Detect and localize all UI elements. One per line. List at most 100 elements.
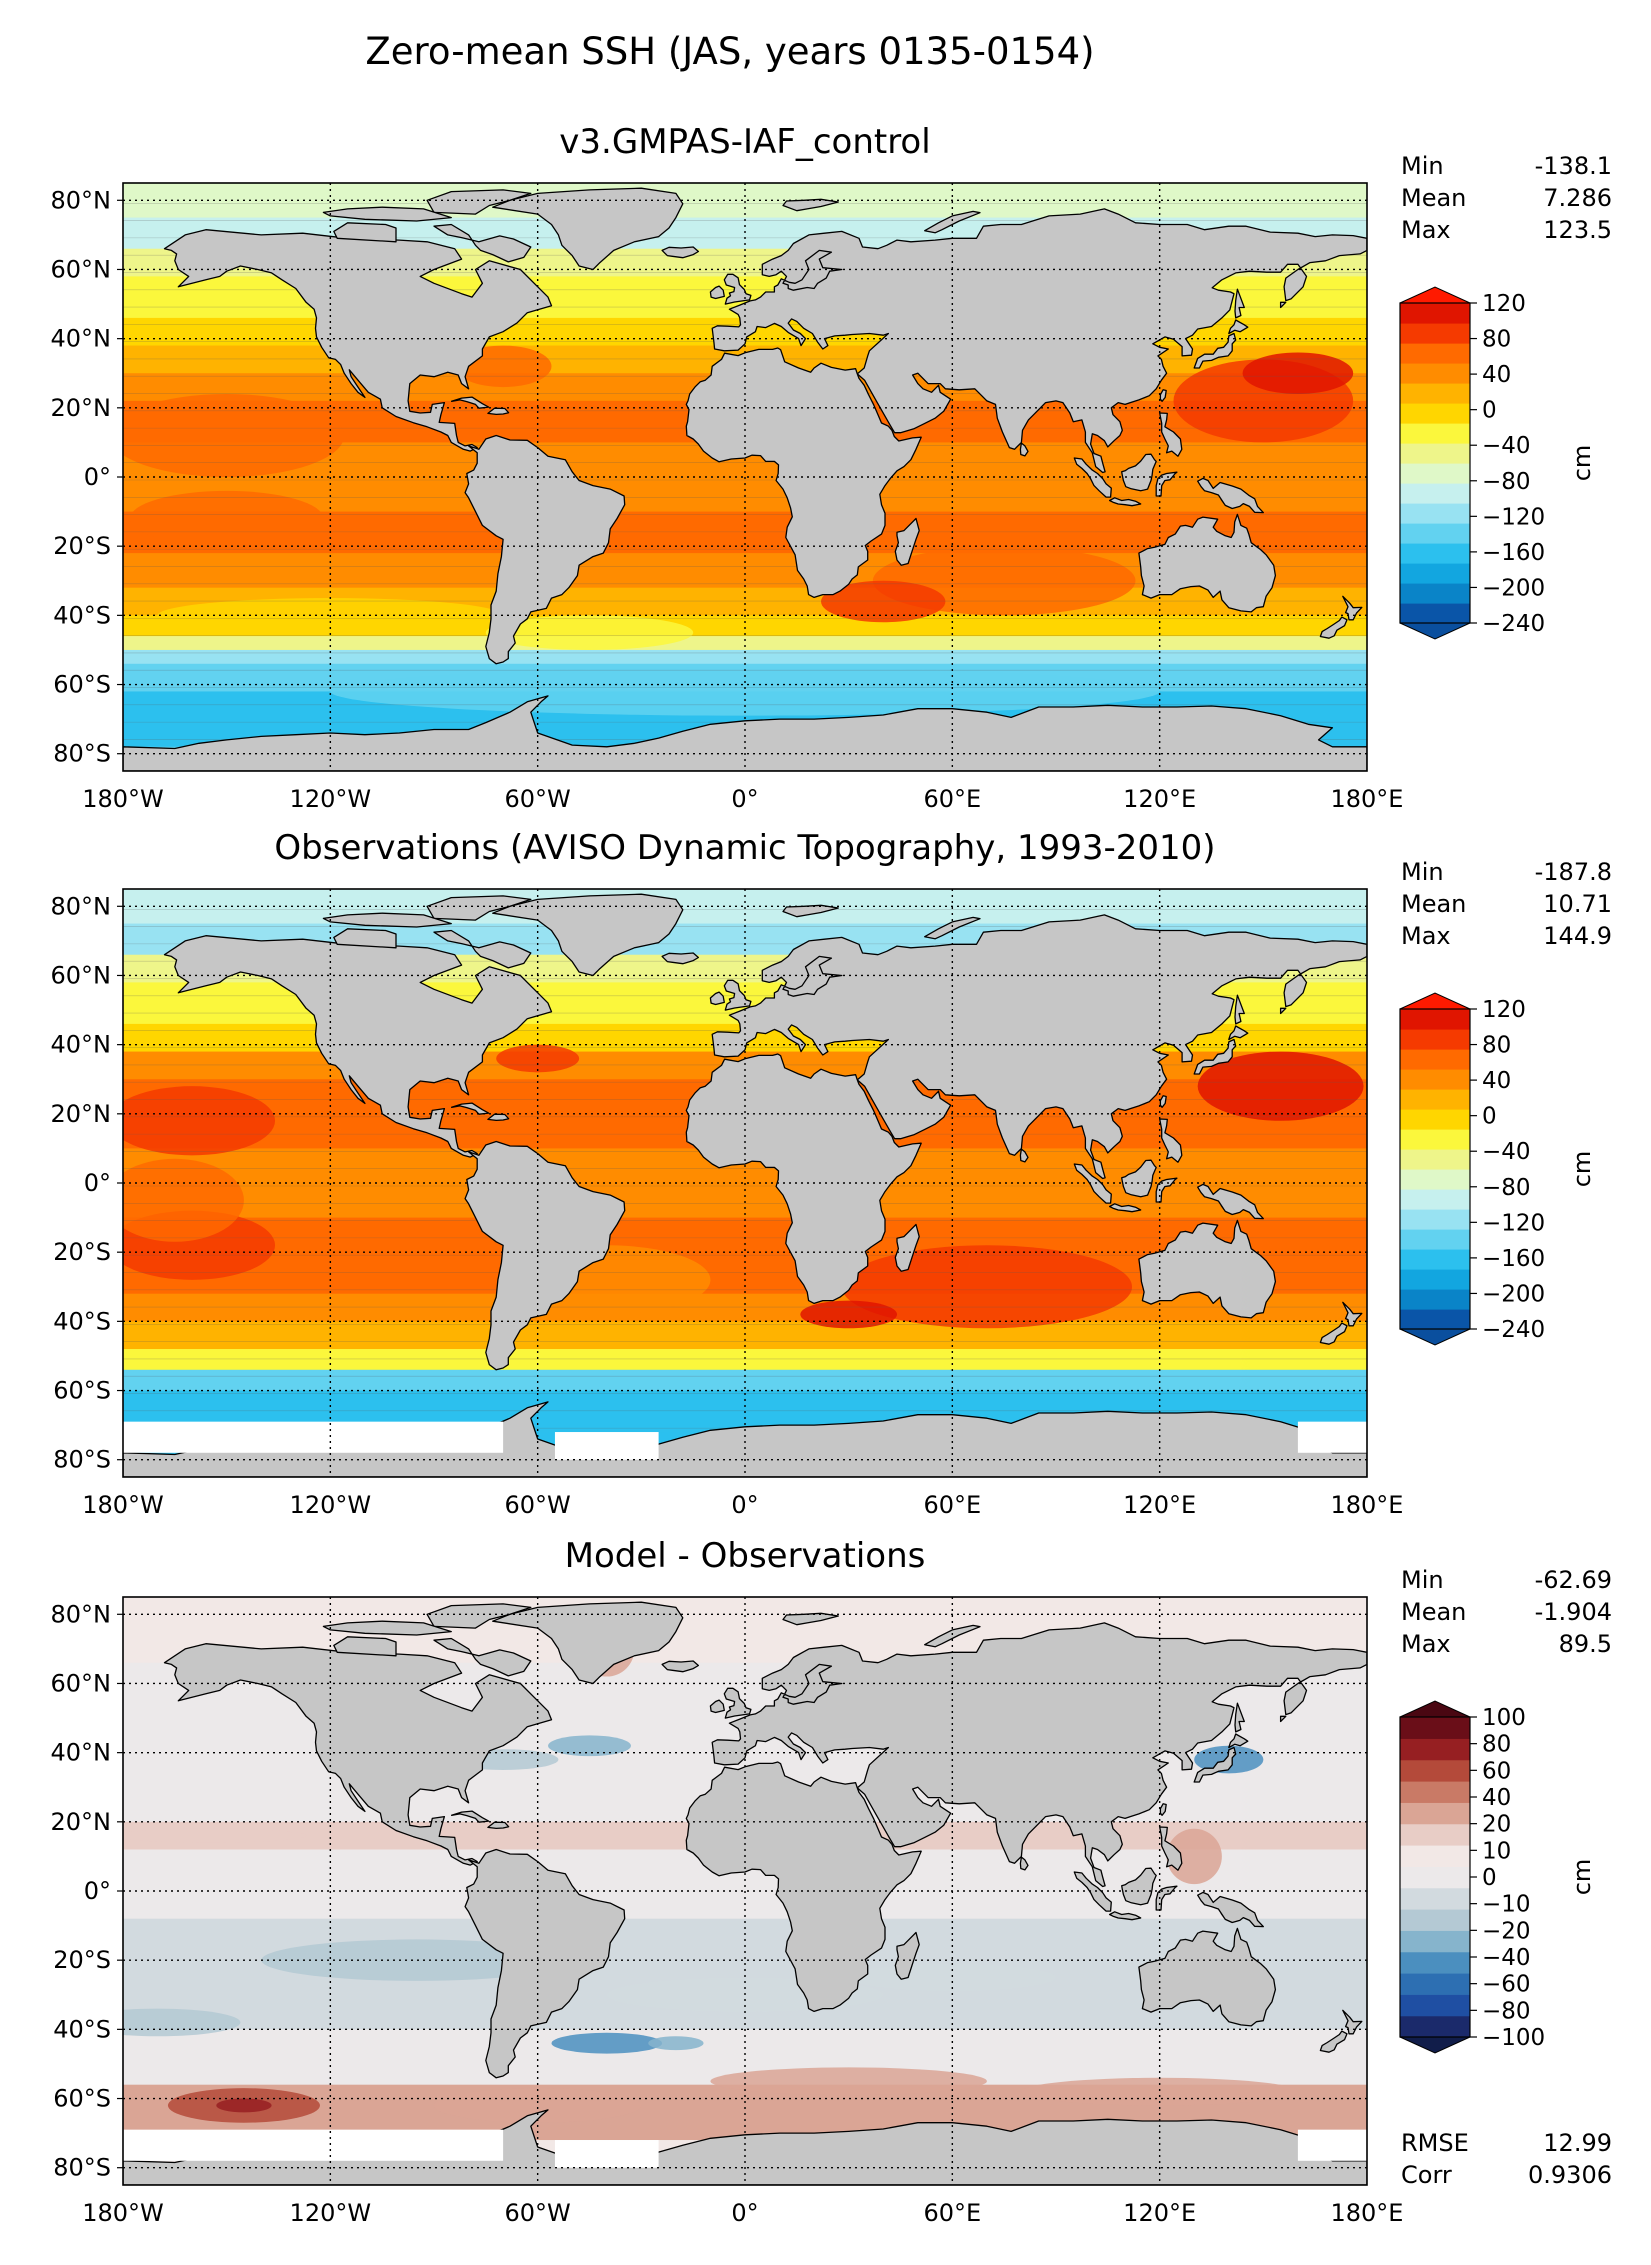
sulawesi-landmass [1155, 471, 1178, 497]
stat-label: Min [1401, 152, 1444, 180]
hokkaido-landmass [1228, 1733, 1249, 1749]
no-data-region [554, 2140, 659, 2168]
y-tick-label: 0° [84, 1877, 111, 1905]
ellesmere-island-landmass [426, 1603, 532, 1629]
sumatra-landmass [1073, 1871, 1112, 1912]
antarctica-landmass [123, 695, 1367, 771]
colorbar-segment [1400, 1229, 1470, 1250]
iceland-landmass [661, 952, 700, 965]
y-tick-label: 80°S [53, 1446, 111, 1474]
colorbar-segment [1400, 1845, 1470, 1867]
color-anomaly [261, 1939, 573, 1981]
colorbar-segment [1400, 1823, 1470, 1846]
colorbar-segment [1400, 1309, 1470, 1330]
colorbar-min-extension [1399, 622, 1471, 640]
colorbar-segment [1400, 1149, 1470, 1170]
colorbar-segment [1400, 503, 1470, 524]
y-tick-label: 80°N [51, 1600, 112, 1628]
colorbar-tick-label: 40 [1482, 1068, 1511, 1094]
x-tick-label: 180°W [82, 2199, 164, 2227]
colorbar-tick-label: 40 [1482, 362, 1511, 388]
y-tick-label: 0° [84, 463, 111, 491]
y-tick-label: 20°N [51, 394, 112, 422]
colorbar-units-label: cm [1568, 1151, 1596, 1188]
y-tick-label: 60°S [53, 671, 111, 699]
x-tick-label: 180°W [82, 785, 164, 813]
kamchatka-islands-landmass [1279, 1007, 1287, 1015]
stat-label: RMSE [1401, 2129, 1469, 2157]
greenland-landmass [492, 187, 684, 271]
color-anomaly [1166, 1828, 1222, 1885]
stat-label: Max [1401, 1630, 1451, 1658]
panel-title: v3.GMPAS-IAF_control [559, 122, 930, 162]
colorbar-segment [1400, 1029, 1470, 1050]
no-data-region [123, 1421, 504, 1453]
madagascar-landmass [894, 517, 920, 566]
y-tick-label: 60°N [51, 255, 112, 283]
colorbar-tick-label: 0 [1482, 1104, 1497, 1130]
ellesmere-island-landmass [426, 189, 532, 215]
colorbar-segment [1400, 463, 1470, 484]
y-tick-label: 40°N [51, 325, 112, 353]
philippines-landmass [1159, 1826, 1183, 1871]
panel-2: Observations (AVISO Dynamic Topography, … [51, 828, 1613, 1519]
sakhalin-landmass [1234, 1702, 1245, 1733]
gridlines [123, 1597, 1367, 2185]
y-tick-label: 20°S [53, 1238, 111, 1266]
colorbar-tick-label: −240 [1482, 1317, 1545, 1343]
colorbar-segment [1400, 543, 1470, 564]
y-tick-label: 20°N [51, 1100, 112, 1128]
color-anomaly [548, 1735, 631, 1757]
no-data-region [1297, 1421, 1367, 1453]
colorbar-tick-label: −40 [1482, 1945, 1531, 1971]
colorbar-segment [1400, 2015, 1470, 2038]
colorbar: 120 80 40 0 −40 −80 −120 −160 −200 −240 cm [1399, 992, 1596, 1346]
colorbar-segment [1400, 1802, 1470, 1825]
colorbar-min-extension [1399, 2036, 1471, 2054]
stat-label: Min [1401, 1566, 1444, 1594]
colorbar: 120 80 40 0 −40 −80 −120 −160 −200 −240 cm [1399, 286, 1596, 640]
sumatra-landmass [1073, 457, 1112, 498]
x-tick-label: 60°E [923, 1491, 981, 1519]
colorbar-segment [1400, 1909, 1470, 1931]
colorbar-tick-label: 10 [1482, 1838, 1511, 1864]
colorbar-segment [1400, 1930, 1470, 1953]
borneo-landmass [1121, 1159, 1157, 1198]
stat-value: 144.9 [1543, 922, 1612, 950]
new-guinea-landmass [1197, 477, 1264, 514]
sulawesi-landmass [1155, 1885, 1178, 1911]
colorbar-tick-label: 0 [1482, 398, 1497, 424]
color-anomaly [485, 615, 694, 650]
colorbar-segment [1400, 1269, 1470, 1290]
x-tick-label: 120°W [290, 1491, 372, 1519]
java-landmass [1108, 497, 1142, 507]
stat-label: Max [1401, 216, 1451, 244]
colorbar-segment [1400, 423, 1470, 444]
novaya-zemlya-landmass [924, 210, 981, 234]
svalbard-landmass [782, 904, 839, 918]
colorbar-tick-label: −80 [1482, 469, 1531, 495]
stat-label: Mean [1401, 184, 1466, 212]
colorbar-segment [1400, 383, 1470, 404]
y-tick-label: 60°S [53, 1377, 111, 1405]
colorbar-tick-label: 0 [1482, 1865, 1497, 1891]
colorbar-tick-label: −60 [1482, 1972, 1531, 1998]
colorbar-segment [1400, 1009, 1470, 1030]
sri-lanka-landmass [1019, 442, 1029, 457]
colorbar-segment [1400, 603, 1470, 624]
gridlines [123, 889, 1367, 1477]
x-tick-label: 120°W [290, 2199, 372, 2227]
new-zealand-south-landmass [1319, 1322, 1348, 1345]
y-tick-label: 80°S [53, 740, 111, 768]
south-america-landmass [464, 1140, 626, 1371]
stat-label: Mean [1401, 890, 1466, 918]
canadian-arctic-islands-landmass [322, 1620, 452, 1636]
x-tick-label: 180°E [1331, 1491, 1404, 1519]
gridlines [123, 183, 1367, 771]
java-landmass [1108, 1203, 1142, 1213]
colorbar-segment [1400, 1994, 1470, 2017]
colorbar-segment [1400, 1089, 1470, 1110]
colorbar-segment [1400, 1759, 1470, 1782]
java-landmass [1108, 1911, 1142, 1921]
